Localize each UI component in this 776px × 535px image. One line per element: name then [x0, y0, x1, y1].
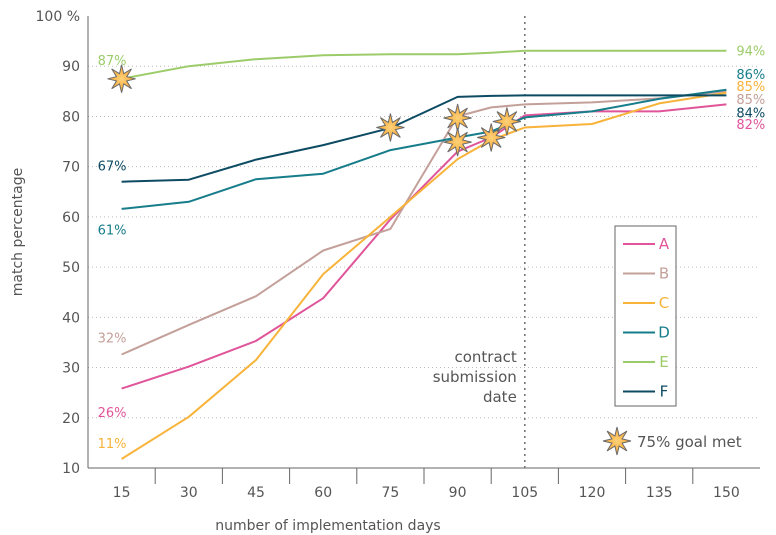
marker-legend-label: 75% goal met: [637, 433, 742, 451]
data-label: 86%: [736, 68, 765, 83]
data-labels: 87%67%61%32%26%11%94%86%85%85%84%82%: [98, 45, 766, 452]
data-label: 67%: [98, 160, 127, 175]
x-tick-label: 150: [713, 485, 740, 501]
y-ticks: 100 % 90 80 70 60 50 40 30 20 10: [36, 9, 80, 477]
data-label: 32%: [98, 331, 127, 346]
reference-line-label: contract: [454, 348, 516, 366]
y-tick-label: 70: [62, 160, 80, 176]
y-tick-label: 20: [62, 411, 80, 427]
x-tick-label: 90: [449, 485, 467, 501]
data-label: 87%: [98, 54, 127, 69]
y-tick-label: 50: [62, 260, 80, 276]
goal-star-icon: [443, 127, 472, 157]
y-tick-label: 10: [62, 461, 80, 477]
x-ticks: 15 30 45 60 75 90 105 120 135 150: [113, 485, 740, 501]
y-axis-title: match percentage: [10, 168, 26, 296]
x-tick-label: 30: [180, 485, 198, 501]
y-tick-label: 60: [62, 210, 80, 226]
reference-line-label: date: [483, 388, 517, 406]
series-line-c: [121, 91, 727, 460]
legend-label-b: B: [659, 265, 669, 283]
series-line-f: [121, 94, 727, 183]
x-tick-label: 105: [511, 485, 538, 501]
data-label: 84%: [736, 106, 765, 121]
series-line-e: [121, 49, 727, 80]
x-tick-label: 135: [646, 485, 673, 501]
x-tick-label: 15: [113, 485, 131, 501]
data-label: 85%: [736, 80, 765, 95]
data-label: 82%: [736, 118, 765, 133]
x-tick-label: 120: [579, 485, 606, 501]
x-tick-label: 60: [314, 485, 332, 501]
x-axis-title: number of implementation days: [215, 518, 440, 534]
data-label: 85%: [736, 93, 765, 108]
legend-label-a: A: [659, 235, 670, 253]
y-tick-label: 80: [62, 109, 80, 125]
legend-label-f: F: [660, 383, 669, 401]
data-label: 11%: [98, 437, 127, 452]
data-label: 26%: [98, 406, 127, 421]
series-line-d: [121, 88, 727, 210]
y-tick-label: 30: [62, 361, 80, 377]
reference-line-label: submission: [433, 368, 517, 386]
data-label: 61%: [98, 223, 127, 238]
legend-box: [614, 225, 677, 407]
legend-label-d: D: [658, 324, 670, 342]
legend-star-icon: [602, 426, 632, 456]
y-tick-label: 40: [62, 310, 80, 326]
goal-markers: [107, 64, 522, 157]
data-label: 94%: [736, 45, 765, 60]
legend-label-e: E: [659, 353, 668, 371]
goal-star-icon: [492, 107, 522, 136]
legend-label-c: C: [659, 294, 669, 312]
marker-legend: 75% goal met: [602, 426, 742, 456]
goal-star-icon: [443, 103, 472, 133]
y-tick-label: 100 %: [36, 9, 80, 25]
axes: [87, 16, 760, 484]
goal-star-icon: [376, 113, 405, 142]
reference-line: contract submission date: [433, 16, 526, 468]
x-tick-label: 75: [381, 485, 399, 501]
x-tick-label: 45: [247, 485, 265, 501]
goal-star-icon: [107, 64, 136, 93]
y-tick-label: 90: [62, 59, 80, 75]
